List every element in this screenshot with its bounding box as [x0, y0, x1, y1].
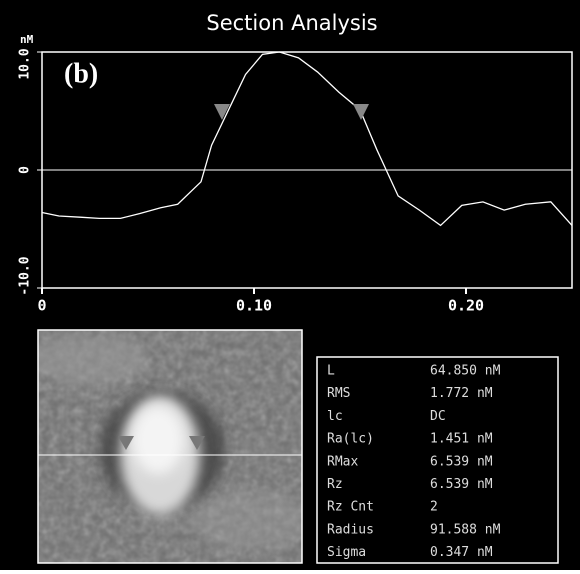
stat-value: 91.588 nM [430, 522, 501, 537]
stat-value: 1.772 nM [430, 386, 493, 401]
stat-label: L [327, 364, 335, 379]
stat-label: Radius [327, 522, 374, 537]
stat-value: DC [430, 409, 446, 424]
stats-frame [316, 356, 559, 564]
image-frame [37, 329, 303, 564]
panel-label: (b) [64, 58, 98, 89]
stat-value: 6.539 nM [430, 477, 493, 492]
stat-label: RMS [327, 386, 350, 401]
stat-label: Ra(lc) [327, 432, 374, 447]
chart-title: Section Analysis [206, 11, 377, 35]
y-tick-label: 10.0 [18, 48, 33, 79]
stat-value: 1.451 nM [430, 432, 493, 447]
stat-value: 0.347 nM [430, 545, 493, 560]
stat-value: 64.850 nM [430, 364, 501, 379]
stat-label: Sigma [327, 545, 366, 560]
stat-value: 2 [430, 500, 438, 515]
y-tick-label: -10.0 [18, 256, 33, 295]
line-series [41, 51, 573, 227]
y-tick-label: 0 [18, 166, 33, 174]
x-tick-label: 0.10 [236, 297, 272, 315]
cursor-marker [214, 104, 230, 120]
cursor-marker [353, 104, 369, 120]
stat-label: Rz Cnt [327, 500, 374, 515]
x-tick-label: 0.20 [448, 297, 484, 315]
afm-image [38, 330, 302, 563]
y-unit: nM [20, 33, 34, 46]
stat-label: lc [327, 409, 343, 424]
stat-label: RMax [327, 454, 358, 469]
x-tick-label: 0 [37, 297, 46, 315]
stat-value: 6.539 nM [430, 454, 493, 469]
stat-label: Rz [327, 477, 343, 492]
